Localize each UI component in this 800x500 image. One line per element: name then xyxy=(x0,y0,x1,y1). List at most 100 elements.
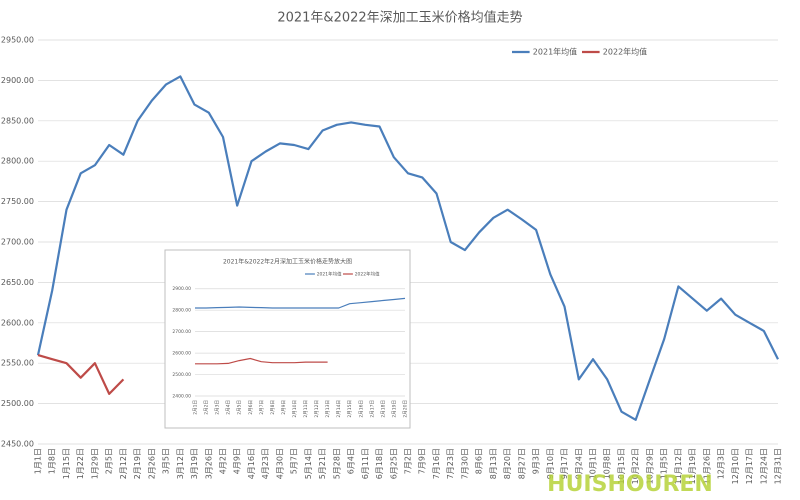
y-tick-label: 2600.00 xyxy=(172,351,191,357)
legend-label: 2021年均值 xyxy=(533,47,577,57)
y-tick-label: 2900.00 xyxy=(172,286,191,292)
x-tick-label: 2月16日 xyxy=(358,400,364,418)
x-tick-label: 4月9日 xyxy=(233,448,242,474)
y-tick-label: 2500.00 xyxy=(1,399,34,408)
x-tick-label: 2月5日 xyxy=(105,448,114,474)
x-tick-label: 12月3日 xyxy=(717,448,726,479)
y-tick-label: 2900.00 xyxy=(1,76,34,85)
x-tick-label: 2月18日 xyxy=(380,400,386,418)
y-tick-label: 2750.00 xyxy=(1,197,34,206)
x-tick-label: 2月17日 xyxy=(369,400,375,418)
x-tick-label: 1月8日 xyxy=(48,448,57,474)
x-tick-label: 7月16日 xyxy=(432,448,441,479)
x-tick-label: 12月24日 xyxy=(759,448,768,484)
x-tick-label: 2月11日 xyxy=(303,400,309,418)
x-tick-label: 2月13日 xyxy=(325,400,331,418)
y-tick-label: 2600.00 xyxy=(1,318,34,327)
x-tick-label: 6月18日 xyxy=(375,448,384,479)
x-tick-label: 4月2日 xyxy=(219,448,228,474)
legend-label: 2021年均值 xyxy=(317,271,342,278)
chart-title: 2021年&2022年2月深加工玉米价格走势放大图 xyxy=(223,258,352,266)
x-tick-label: 2月20日 xyxy=(403,400,409,418)
x-tick-label: 11月19日 xyxy=(688,448,697,484)
x-tick-label: 7月23日 xyxy=(446,448,455,479)
chart-title: 2021年&2022年深加工玉米价格均值走势 xyxy=(277,10,522,26)
x-tick-label: 3月19日 xyxy=(190,448,199,479)
x-tick-label: 12月31日 xyxy=(774,448,783,484)
data-line xyxy=(195,297,406,309)
x-tick-label: 9月3日 xyxy=(532,448,541,474)
legend-label: 2022年均值 xyxy=(355,271,380,278)
x-tick-label: 2月2日 xyxy=(204,400,210,415)
x-tick-label: 10月29日 xyxy=(645,448,654,484)
x-tick-label: 12月10日 xyxy=(731,448,740,484)
x-tick-label: 6月4日 xyxy=(347,448,356,474)
y-tick-label: 2700.00 xyxy=(1,238,34,247)
x-tick-label: 1月29日 xyxy=(90,448,99,479)
x-tick-label: 2月15日 xyxy=(347,400,353,418)
x-tick-label: 2月4日 xyxy=(226,400,232,415)
x-tick-label: 6月11日 xyxy=(361,448,370,479)
x-tick-label: 9月17日 xyxy=(560,448,569,479)
x-tick-label: 11月12日 xyxy=(674,448,683,484)
y-tick-label: 2400.00 xyxy=(172,394,191,400)
x-tick-label: 2月12日 xyxy=(314,400,320,418)
x-tick-label: 5月7日 xyxy=(290,448,299,474)
x-tick-label: 3月26日 xyxy=(204,448,213,479)
x-tick-label: 4月16日 xyxy=(247,448,256,479)
x-tick-label: 8月27日 xyxy=(517,448,526,479)
x-tick-label: 3月12日 xyxy=(176,448,185,479)
x-tick-label: 4月23日 xyxy=(261,448,270,479)
y-tick-label: 2950.00 xyxy=(1,36,34,45)
x-tick-label: 5月14日 xyxy=(304,448,313,479)
data-line xyxy=(195,357,328,365)
x-tick-label: 7月9日 xyxy=(418,448,427,474)
x-tick-label: 2月19日 xyxy=(133,448,142,479)
y-tick-label: 2550.00 xyxy=(1,359,34,368)
x-tick-label: 8月6日 xyxy=(475,448,484,474)
x-tick-label: 7月2日 xyxy=(404,448,413,474)
watermark: HUISHOUREN xyxy=(547,472,713,497)
x-tick-label: 5月21日 xyxy=(318,448,327,479)
x-tick-label: 2月3日 xyxy=(215,400,221,415)
x-tick-label: 2月19日 xyxy=(391,400,397,418)
x-tick-label: 9月24日 xyxy=(574,448,583,479)
data-line xyxy=(37,354,125,395)
x-tick-label: 5月28日 xyxy=(332,448,341,479)
x-tick-label: 9月10日 xyxy=(546,448,555,479)
x-tick-label: 10月22日 xyxy=(631,448,640,484)
x-tick-label: 8月13日 xyxy=(489,448,498,479)
legend-label: 2022年均值 xyxy=(603,47,647,57)
x-tick-label: 11月26日 xyxy=(702,448,711,484)
x-tick-label: 12月17日 xyxy=(745,448,754,484)
y-tick-label: 2450.00 xyxy=(1,440,34,449)
y-tick-label: 2700.00 xyxy=(172,329,191,335)
x-tick-label: 1月15日 xyxy=(62,448,71,479)
x-tick-label: 2月10日 xyxy=(292,400,298,418)
x-tick-label: 2月5日 xyxy=(237,400,243,415)
y-tick-label: 2850.00 xyxy=(1,116,34,125)
x-tick-label: 2月9日 xyxy=(281,400,287,415)
x-tick-label: 10月1日 xyxy=(589,448,598,479)
x-tick-label: 11月5日 xyxy=(660,448,669,479)
x-tick-label: 2月14日 xyxy=(336,400,342,418)
inset-frame xyxy=(164,249,411,429)
x-tick-label: 2月12日 xyxy=(119,448,128,479)
x-tick-label: 1月1日 xyxy=(34,448,43,474)
x-tick-label: 8月20日 xyxy=(503,448,512,479)
data-line xyxy=(36,75,779,421)
x-tick-label: 3月5日 xyxy=(162,448,171,474)
x-tick-label: 10月8日 xyxy=(603,448,612,479)
x-tick-label: 2月6日 xyxy=(248,400,254,415)
x-tick-label: 1月22日 xyxy=(76,448,85,479)
x-tick-label: 7月30日 xyxy=(460,448,469,479)
x-tick-label: 2月7日 xyxy=(259,400,265,415)
y-tick-label: 2800.00 xyxy=(172,308,191,314)
x-tick-label: 4月30日 xyxy=(275,448,284,479)
y-tick-label: 2500.00 xyxy=(172,372,191,378)
x-tick-label: 2月1日 xyxy=(193,400,199,415)
x-tick-label: 2月26日 xyxy=(147,448,156,479)
y-tick-label: 2650.00 xyxy=(1,278,34,287)
x-tick-label: 10月15日 xyxy=(617,448,626,484)
x-tick-label: 2月8日 xyxy=(270,400,276,415)
